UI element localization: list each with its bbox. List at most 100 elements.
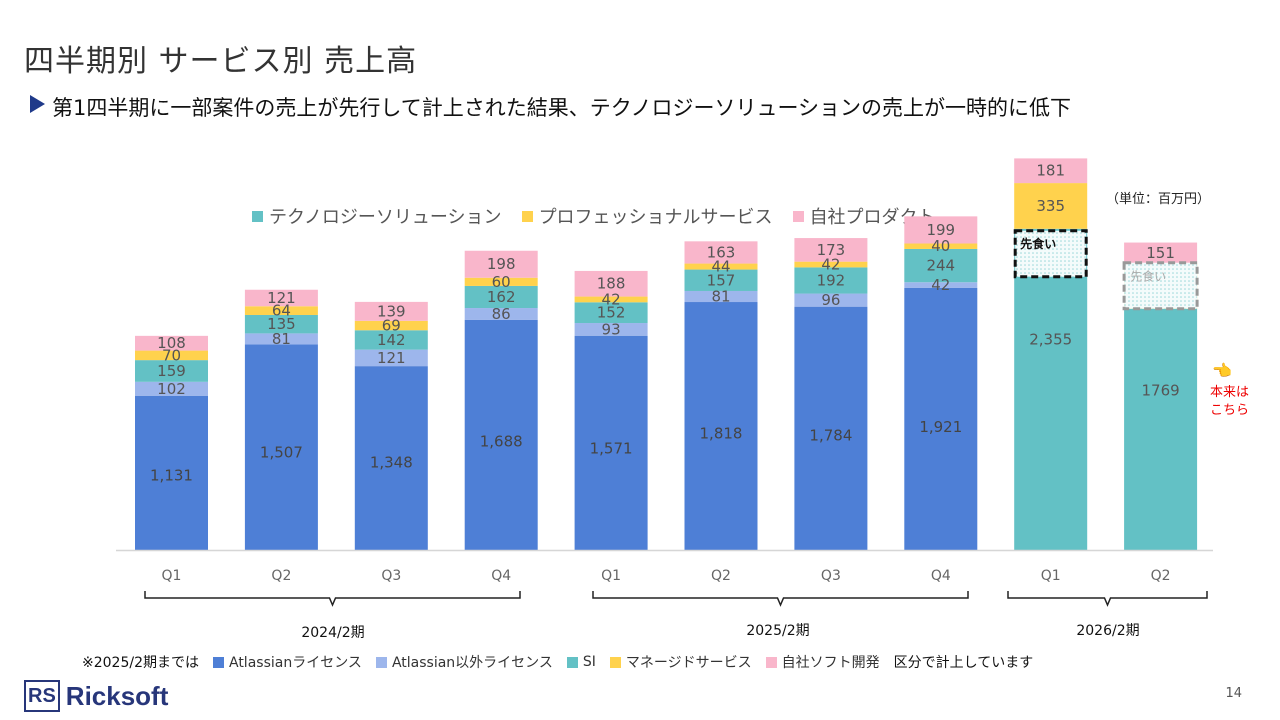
legend-swatch [792, 210, 804, 222]
data-label: 60 [492, 273, 511, 291]
x-tick-label: Q2 [711, 568, 731, 584]
note-legend-label: 自社ソフト開発 [781, 655, 880, 671]
note-suffix: 区分で計上しています [893, 655, 1034, 671]
side-note-line: こちら [1210, 403, 1250, 418]
x-tick-label: Q2 [1151, 568, 1171, 584]
data-label: 121 [377, 349, 406, 367]
data-label: 1,688 [480, 432, 523, 450]
senkui-box [1122, 261, 1199, 311]
logo-mark: RS [24, 680, 60, 712]
legend-swatch [765, 656, 777, 668]
data-label: 244 [926, 257, 955, 275]
subtitle: 第1四半期に一部案件の売上が先行して計上された結果、テクノロジーソリューションの… [30, 92, 1071, 122]
data-label: 198 [487, 255, 516, 273]
data-label: 1,921 [919, 418, 962, 436]
period-bracket [592, 591, 969, 607]
x-tick-label: Q2 [271, 568, 291, 584]
bar-segment [244, 306, 318, 315]
legend-swatch [521, 210, 533, 222]
bar-segment [904, 287, 978, 550]
page-number: 14 [1225, 686, 1242, 701]
note-legend-item: Atlassian以外ライセンス [375, 652, 553, 672]
data-label: 159 [157, 362, 186, 380]
legend-swatch [566, 656, 578, 668]
data-label: 2,355 [1029, 330, 1072, 348]
legend-item: 自社プロダクト [792, 203, 936, 229]
data-label: 102 [157, 380, 186, 398]
data-label: 163 [707, 243, 736, 261]
bar-segment [464, 277, 538, 286]
data-label: 121 [267, 289, 296, 307]
bar-segment [354, 349, 428, 367]
bar-segment [684, 241, 758, 264]
data-label: 1,818 [700, 424, 743, 442]
bar-segment [684, 269, 758, 291]
data-label: 86 [492, 305, 511, 323]
data-label: 192 [817, 271, 846, 289]
period-bracket [144, 591, 521, 607]
senkui-label: 先食い [1020, 236, 1056, 251]
bar-segment [684, 302, 758, 550]
bar-segment [794, 267, 868, 294]
bar-segment [135, 381, 208, 396]
data-label: 70 [162, 346, 181, 364]
bar-segment [464, 308, 538, 320]
x-tick-label: Q1 [1041, 568, 1061, 584]
senkui-box [1013, 229, 1088, 279]
data-label: 151 [1146, 244, 1175, 262]
bar-segment [135, 335, 208, 351]
bar-segment [354, 320, 428, 331]
data-label: 44 [711, 258, 730, 276]
data-label: 42 [821, 256, 840, 274]
data-label: 139 [377, 302, 406, 320]
bar-segment [794, 261, 868, 268]
bar-segment [244, 333, 318, 345]
legend-item: テクノロジーソリューション [252, 203, 502, 229]
bar-segment [464, 319, 538, 550]
data-label: 157 [707, 271, 736, 289]
bar-segment [1124, 308, 1198, 550]
bar-segment [904, 216, 978, 244]
note-legend-label: Atlassian以外ライセンス [391, 655, 553, 671]
note-legend-label: Atlassianライセンス [228, 655, 362, 671]
x-tick-label: Q4 [931, 568, 951, 584]
data-label: 142 [377, 331, 406, 349]
data-label: 40 [931, 237, 950, 255]
legend-label: プロフェッショナルサービス [538, 207, 773, 228]
data-label: 1,784 [809, 426, 852, 444]
legend-swatch [609, 656, 621, 668]
triangle-bullet-icon [30, 95, 45, 113]
data-label: 96 [821, 291, 840, 309]
bar-segment [244, 314, 318, 334]
x-tick-label: Q3 [821, 568, 841, 584]
data-label: 42 [931, 276, 950, 294]
data-label: 42 [602, 290, 621, 308]
legend-swatch [252, 210, 263, 222]
logo-name: Ricksoft [65, 680, 169, 711]
bar-segment [464, 285, 538, 309]
x-tick-label: Q4 [491, 568, 511, 584]
bar-segment [135, 395, 208, 550]
data-label: 135 [267, 315, 296, 333]
legend-label: テクノロジーソリューション [269, 207, 502, 228]
bar-segment [1014, 158, 1088, 184]
bar-segment [684, 290, 758, 303]
data-label: 1769 [1142, 382, 1180, 400]
data-label: 1,507 [260, 444, 303, 462]
bar-segment [1124, 242, 1198, 264]
bar-segment [464, 250, 538, 278]
bar-segment [135, 350, 208, 361]
data-label: 181 [1036, 162, 1065, 180]
period-label: 2024/2期 [301, 625, 365, 641]
data-label: 199 [926, 221, 955, 239]
period-label: 2025/2期 [746, 623, 810, 639]
bar-segment [904, 282, 978, 288]
chart-legend: テクノロジーソリューション プロフェッショナルサービス 自社プロダクト [252, 203, 936, 229]
bar-segment [354, 330, 428, 350]
legend-swatch [212, 656, 224, 668]
x-tick-label: Q3 [381, 568, 401, 584]
company-logo: RS Ricksoft [24, 680, 168, 712]
x-tick-label: Q1 [601, 568, 621, 584]
bar-segment [244, 344, 318, 550]
bar-segment [794, 293, 868, 307]
